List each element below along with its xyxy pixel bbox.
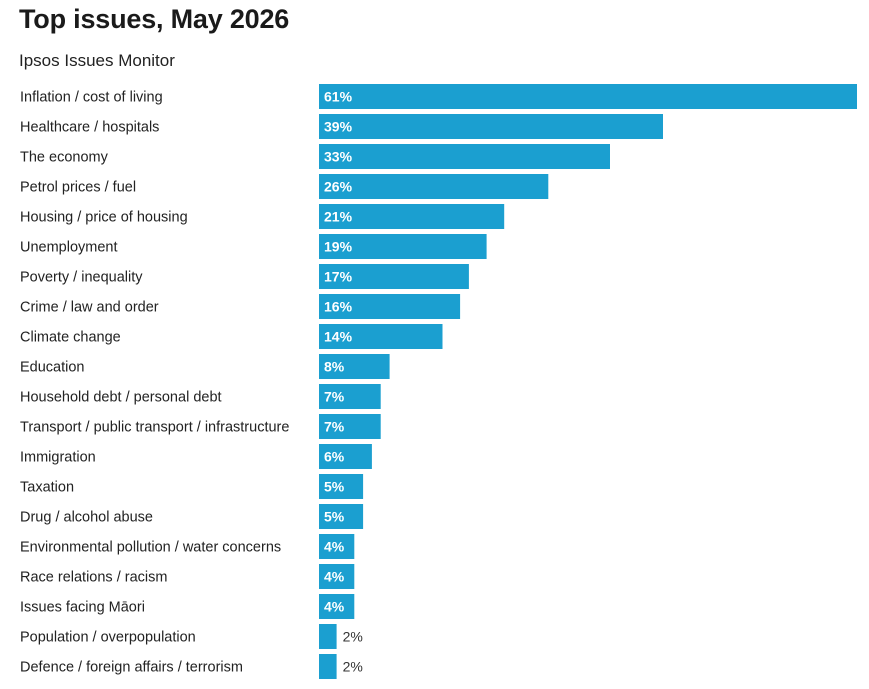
category-label: Poverty / inequality bbox=[20, 270, 143, 286]
bar bbox=[319, 654, 337, 679]
category-label: Population / overpopulation bbox=[20, 630, 196, 646]
bar-row: Defence / foreign affairs / terrorism 2% bbox=[20, 654, 363, 679]
bar-row: Transport / public transport / infrastru… bbox=[20, 414, 381, 439]
category-label: Household debt / personal debt bbox=[20, 390, 222, 406]
bar bbox=[319, 234, 487, 259]
bar-row: Climate change 14% bbox=[20, 324, 443, 349]
value-label: 4% bbox=[324, 569, 345, 585]
bar bbox=[319, 294, 461, 319]
value-label: 5% bbox=[324, 509, 345, 525]
bar-row: The economy 33% bbox=[20, 144, 610, 169]
bar-row: Drug / alcohol abuse 5% bbox=[20, 504, 364, 529]
bar-row: Inflation / cost of living 61% bbox=[20, 84, 857, 109]
bar bbox=[319, 144, 610, 169]
bar-row: Issues facing Māori 4% bbox=[20, 594, 355, 619]
category-label: Inflation / cost of living bbox=[20, 90, 163, 106]
bar-row: Taxation 5% bbox=[20, 474, 364, 499]
category-label: Environmental pollution / water concerns bbox=[20, 540, 281, 556]
bar bbox=[319, 564, 355, 589]
category-label: Education bbox=[20, 360, 85, 376]
category-label: Housing / price of housing bbox=[20, 210, 188, 226]
category-label: Unemployment bbox=[20, 240, 118, 256]
chart-subtitle: Ipsos Issues Monitor bbox=[19, 51, 175, 70]
value-label: 33% bbox=[324, 149, 353, 165]
value-label: 2% bbox=[343, 629, 363, 645]
value-label: 16% bbox=[324, 299, 353, 315]
bar-row: Crime / law and order 16% bbox=[20, 294, 461, 319]
category-label: Petrol prices / fuel bbox=[20, 180, 136, 196]
value-label: 39% bbox=[324, 119, 353, 135]
value-label: 14% bbox=[324, 329, 353, 345]
category-label: Healthcare / hospitals bbox=[20, 120, 159, 136]
value-label: 2% bbox=[343, 659, 363, 675]
category-label: Issues facing Māori bbox=[20, 600, 145, 616]
bar bbox=[319, 504, 364, 529]
bar bbox=[319, 474, 364, 499]
value-label: 61% bbox=[324, 89, 353, 105]
bar bbox=[319, 324, 443, 349]
bar-row: Immigration 6% bbox=[20, 444, 372, 469]
value-label: 4% bbox=[324, 599, 345, 615]
bar-row: Education 8% bbox=[20, 354, 390, 379]
bar bbox=[319, 624, 337, 649]
value-label: 17% bbox=[324, 269, 353, 285]
value-label: 19% bbox=[324, 239, 353, 255]
chart-title: Top issues, May 2026 bbox=[19, 4, 290, 34]
bar-row: Poverty / inequality 17% bbox=[20, 264, 469, 289]
value-label: 7% bbox=[324, 389, 345, 405]
bar bbox=[319, 84, 857, 109]
bar bbox=[319, 204, 505, 229]
value-label: 7% bbox=[324, 419, 345, 435]
bar-row: Unemployment 19% bbox=[20, 234, 487, 259]
bar bbox=[319, 444, 372, 469]
bar bbox=[319, 414, 381, 439]
bar-row: Environmental pollution / water concerns… bbox=[20, 534, 355, 559]
category-label: Climate change bbox=[20, 330, 121, 346]
value-label: 26% bbox=[324, 179, 353, 195]
category-label: Transport / public transport / infrastru… bbox=[20, 420, 289, 436]
bar-row: Petrol prices / fuel 26% bbox=[20, 174, 549, 199]
category-label: Race relations / racism bbox=[20, 570, 167, 586]
category-label: Crime / law and order bbox=[20, 300, 159, 316]
bar bbox=[319, 114, 663, 139]
bar bbox=[319, 384, 381, 409]
bar bbox=[319, 264, 469, 289]
bar-row: Race relations / racism 4% bbox=[20, 564, 355, 589]
bar-row: Population / overpopulation 2% bbox=[20, 624, 363, 649]
value-label: 5% bbox=[324, 479, 345, 495]
value-label: 6% bbox=[324, 449, 345, 465]
category-label: Taxation bbox=[20, 480, 74, 496]
bar bbox=[319, 534, 355, 559]
bar bbox=[319, 354, 390, 379]
bar bbox=[319, 594, 355, 619]
category-label: The economy bbox=[20, 150, 109, 166]
bar-row: Healthcare / hospitals 39% bbox=[20, 114, 663, 139]
category-label: Defence / foreign affairs / terrorism bbox=[20, 660, 243, 676]
value-label: 4% bbox=[324, 539, 345, 555]
bar-row: Housing / price of housing 21% bbox=[20, 204, 505, 229]
bar bbox=[319, 174, 549, 199]
value-label: 21% bbox=[324, 209, 353, 225]
category-label: Immigration bbox=[20, 450, 96, 466]
category-label: Drug / alcohol abuse bbox=[20, 510, 153, 526]
value-label: 8% bbox=[324, 359, 345, 375]
bar-row: Household debt / personal debt 7% bbox=[20, 384, 381, 409]
